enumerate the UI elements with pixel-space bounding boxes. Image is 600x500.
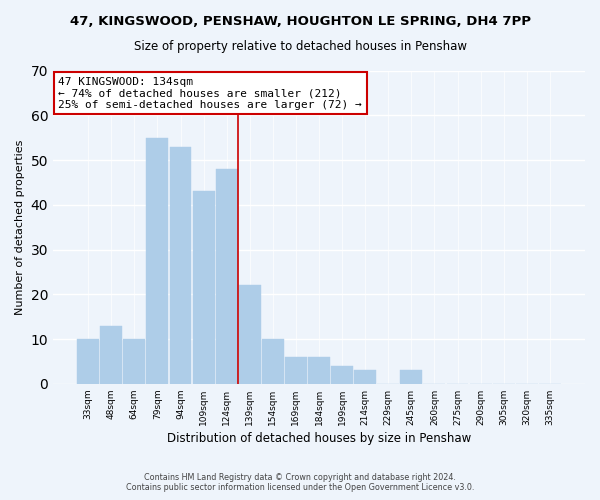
Bar [170,146,191,384]
Bar [124,339,145,384]
Text: Size of property relative to detached houses in Penshaw: Size of property relative to detached ho… [133,40,467,53]
Text: 47 KINGSWOOD: 134sqm
← 74% of detached houses are smaller (212)
25% of semi-deta: 47 KINGSWOOD: 134sqm ← 74% of detached h… [58,77,362,110]
Bar [354,370,376,384]
Text: 47, KINGSWOOD, PENSHAW, HOUGHTON LE SPRING, DH4 7PP: 47, KINGSWOOD, PENSHAW, HOUGHTON LE SPRI… [70,15,530,28]
X-axis label: Distribution of detached houses by size in Penshaw: Distribution of detached houses by size … [167,432,471,445]
Bar [285,357,307,384]
Text: Contains HM Land Registry data © Crown copyright and database right 2024.
Contai: Contains HM Land Registry data © Crown c… [126,473,474,492]
Bar [216,169,238,384]
Bar [308,357,330,384]
Bar [100,326,122,384]
Bar [331,366,353,384]
Y-axis label: Number of detached properties: Number of detached properties [15,140,25,315]
Bar [262,339,284,384]
Bar [239,286,261,384]
Bar [146,138,169,384]
Bar [77,339,99,384]
Bar [193,192,215,384]
Bar [400,370,422,384]
